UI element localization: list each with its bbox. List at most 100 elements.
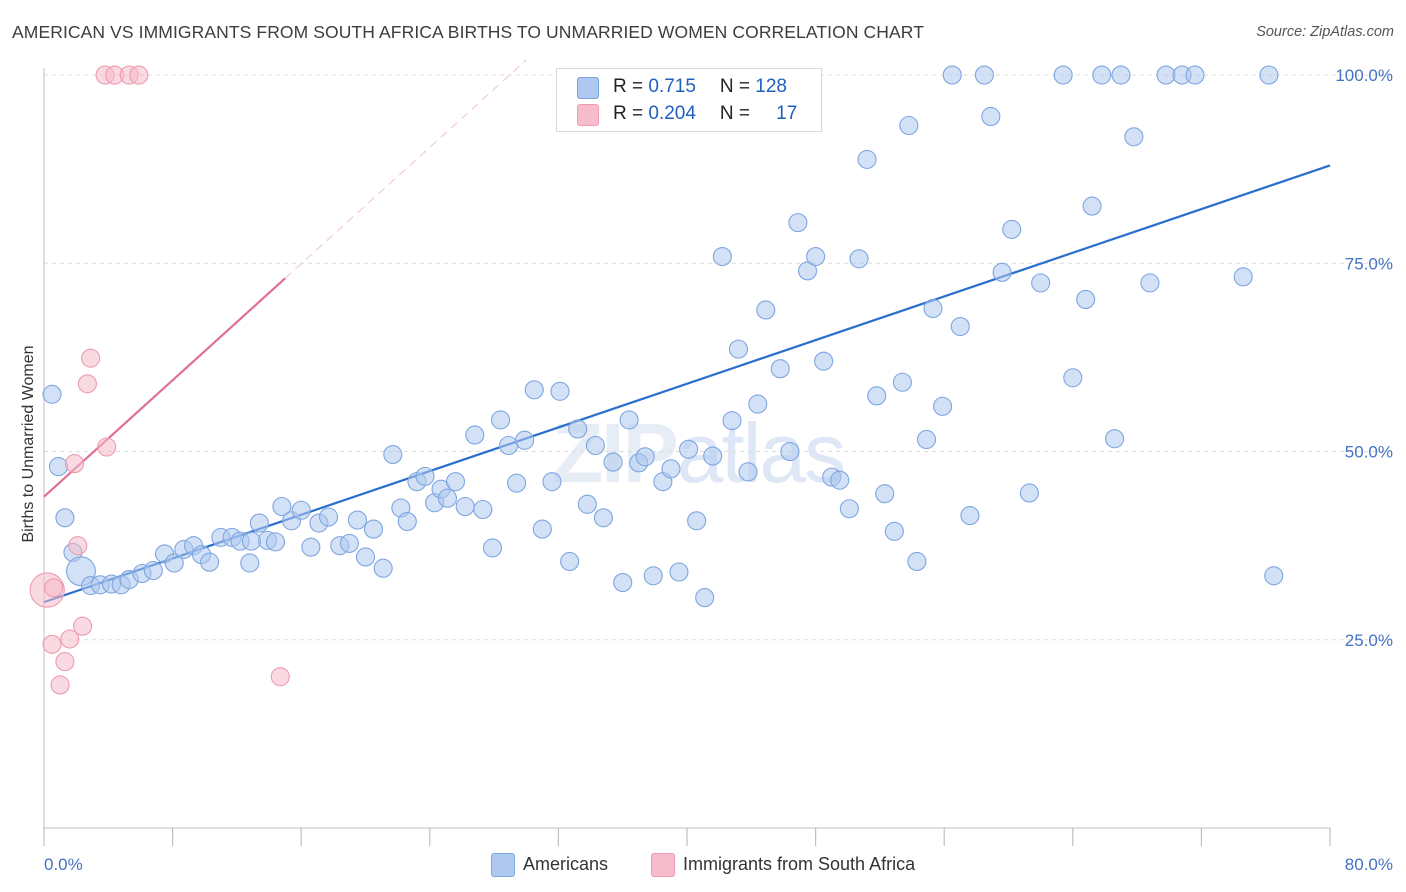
chart-title: AMERICAN VS IMMIGRANTS FROM SOUTH AFRICA… xyxy=(12,22,924,42)
y-axis-title: Births to Unmarried Women xyxy=(20,345,37,542)
axes xyxy=(43,68,1331,846)
americans-point xyxy=(1264,566,1284,586)
south-africa-point xyxy=(55,652,75,672)
americans-point xyxy=(585,435,605,456)
americans-point xyxy=(974,65,994,85)
americans-point xyxy=(482,538,503,558)
americans-point xyxy=(728,339,748,359)
americans-point xyxy=(695,588,715,608)
americans-point xyxy=(542,472,562,492)
americans-point xyxy=(473,499,493,520)
americans-point xyxy=(830,470,850,490)
americans-point xyxy=(373,558,393,578)
americans-point xyxy=(899,115,919,136)
legend-r-value: 0.204 xyxy=(648,103,696,124)
americans-point xyxy=(933,396,953,416)
americans-point xyxy=(339,533,359,553)
legend-n-label: N = xyxy=(719,103,756,124)
americans-point xyxy=(363,519,384,539)
americans-point xyxy=(1140,273,1160,293)
americans-point xyxy=(507,473,527,493)
americans-point xyxy=(923,298,943,319)
americans-point xyxy=(635,447,655,467)
bottom-legend-swatch-blue xyxy=(491,853,515,877)
legend-r-value: 0.715 xyxy=(648,76,696,97)
americans-point xyxy=(1105,429,1125,449)
americans-point xyxy=(867,386,887,406)
americans-point xyxy=(788,213,808,233)
americans-point xyxy=(577,494,597,514)
americans-point xyxy=(679,439,699,459)
americans-point xyxy=(1019,483,1039,503)
americans-point xyxy=(465,425,485,445)
americans-point xyxy=(532,519,552,539)
americans-point xyxy=(42,384,62,404)
americans-point xyxy=(1076,289,1096,309)
americans-point xyxy=(722,411,742,431)
bottom-legend-label: Immigrants from South Africa xyxy=(683,854,916,874)
bottom-legend-label: Americans xyxy=(523,854,609,874)
legend-n-label: N = xyxy=(719,76,756,97)
south-africa-point xyxy=(50,675,70,695)
americans-point xyxy=(515,430,535,450)
americans-point xyxy=(1111,65,1131,85)
data-points xyxy=(29,65,1284,695)
south-africa-point xyxy=(81,348,101,368)
americans-point xyxy=(619,410,639,430)
americans-point xyxy=(1031,273,1051,293)
americans-point xyxy=(857,149,877,169)
americans-point xyxy=(550,381,570,401)
south-africa-point xyxy=(97,437,117,457)
americans-point xyxy=(1259,65,1279,85)
legend-swatch-pink xyxy=(577,104,599,126)
americans-point xyxy=(1092,65,1112,85)
south-africa-trend-extension xyxy=(284,59,527,279)
y-tick-label: 100.0% xyxy=(1335,66,1393,85)
legend-swatch-blue xyxy=(577,77,599,99)
americans-point xyxy=(992,262,1012,282)
americans-point xyxy=(291,500,311,520)
americans-point xyxy=(916,429,937,450)
americans-point xyxy=(415,466,435,486)
americans-point xyxy=(892,372,912,392)
americans-point xyxy=(1124,127,1144,147)
americans-point xyxy=(240,553,260,573)
americans-point xyxy=(849,249,869,269)
americans-point xyxy=(241,531,261,551)
south-africa-point xyxy=(60,629,80,649)
americans-point xyxy=(490,410,511,430)
americans-point xyxy=(568,419,588,439)
americans-point xyxy=(613,572,633,593)
americans-point xyxy=(738,462,758,482)
americans-point xyxy=(703,446,723,466)
americans-point xyxy=(164,553,184,573)
south-africa-point xyxy=(44,578,64,598)
legend-n-value: 128 xyxy=(755,76,787,97)
americans-point xyxy=(687,511,707,531)
americans-point xyxy=(661,459,681,479)
americans-point xyxy=(1082,196,1102,216)
americans-point xyxy=(1233,267,1253,287)
bottom-legend-swatch-pink xyxy=(651,853,675,877)
americans-point xyxy=(1053,65,1073,85)
americans-point xyxy=(981,106,1001,127)
x-tick-label: 0.0% xyxy=(44,855,83,874)
americans-point xyxy=(839,499,859,519)
americans-point xyxy=(712,246,732,267)
americans-point xyxy=(200,552,220,572)
americans-point xyxy=(593,508,613,528)
americans-point xyxy=(143,560,163,581)
y-tick-label: 25.0% xyxy=(1345,631,1393,650)
legend-r-label: R = xyxy=(613,76,649,97)
americans-point xyxy=(806,246,826,267)
americans-point xyxy=(397,512,417,532)
americans-point xyxy=(265,532,286,552)
americans-point xyxy=(1063,368,1083,388)
south-africa-point xyxy=(64,454,85,474)
americans-point xyxy=(748,394,768,414)
y-tick-label: 75.0% xyxy=(1345,254,1393,273)
y-tick-label: 50.0% xyxy=(1345,443,1393,462)
americans-point xyxy=(318,507,339,527)
americans-point xyxy=(950,316,970,337)
